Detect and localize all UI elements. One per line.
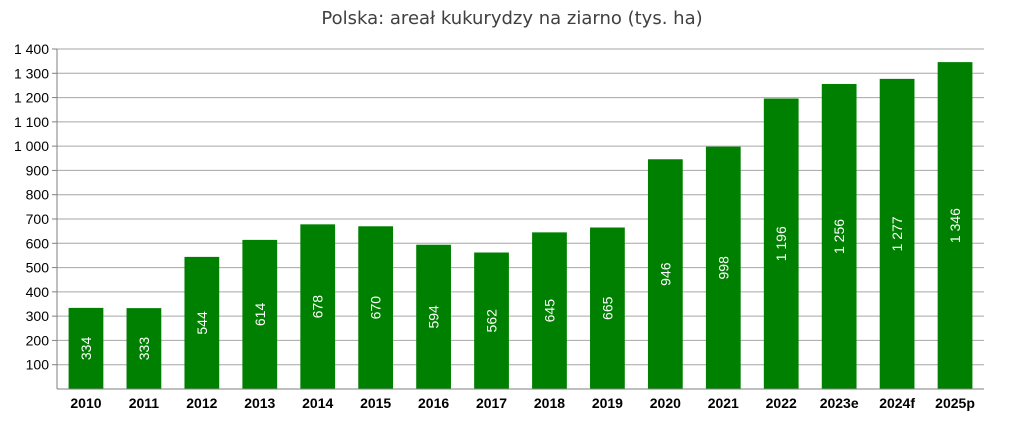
data-label: 594	[426, 305, 442, 329]
bar-2014	[300, 224, 336, 389]
bar-2011	[126, 308, 162, 389]
y-axis: 100 200 300 400 500 600 700 800 900 1 000 1 100 1 2…	[14, 41, 58, 389]
x-tick-label: 2020	[650, 395, 681, 411]
x-tick-label: 2025p	[935, 395, 975, 411]
x-tick-label: 2017	[476, 395, 507, 411]
data-labels: 334 333 544 614 678 670 594 562 645 665 946 998 1 19…	[78, 208, 963, 360]
data-label: 544	[194, 311, 210, 335]
bar-2025p	[937, 62, 973, 389]
y-tick-label: 900	[26, 162, 50, 178]
x-tick-label: 2012	[186, 395, 217, 411]
y-tick-label: 500	[26, 260, 50, 276]
y-tick-label: 1 200	[14, 90, 49, 106]
y-tick-label: 300	[26, 308, 50, 324]
bar-2022	[763, 98, 799, 390]
bar-2024f	[879, 78, 915, 389]
x-axis: 2010 2011 2012 2013 2014 2015 2016 2017 2018 2019…	[57, 388, 984, 411]
y-tick-label: 100	[26, 357, 50, 373]
data-label: 670	[368, 296, 384, 320]
x-tick-label: 2023e	[820, 395, 859, 411]
x-tick-label: 2016	[418, 395, 449, 411]
x-tick-label: 2015	[360, 395, 391, 411]
bar-2019	[590, 227, 625, 389]
data-label: 1 277	[889, 216, 905, 251]
data-label: 998	[715, 256, 731, 280]
x-tick-label: 2014	[302, 395, 333, 411]
y-tick-label: 700	[26, 211, 50, 227]
y-tick-label: 1 100	[14, 114, 49, 130]
x-tick-label: 2019	[592, 395, 623, 411]
bar-2016	[416, 244, 451, 389]
y-tick-label: 600	[26, 235, 50, 251]
bar-2017	[474, 252, 509, 389]
x-tick-label: 2022	[766, 395, 797, 411]
bar-2015	[358, 226, 394, 389]
data-label: 946	[657, 262, 673, 286]
data-label: 333	[136, 337, 152, 361]
data-label: 678	[310, 295, 326, 319]
data-label: 645	[541, 299, 557, 323]
y-tick-label: 200	[26, 332, 50, 348]
bar-2013	[242, 239, 278, 389]
x-tick-label: 2013	[244, 395, 275, 411]
data-label: 665	[599, 296, 615, 320]
bar-2012	[184, 256, 220, 389]
x-tick-label: 2011	[129, 395, 160, 411]
data-label: 614	[252, 303, 268, 327]
bar-2023e	[821, 83, 857, 389]
data-label: 334	[78, 337, 94, 361]
x-tick-label: 2024f	[879, 395, 915, 411]
data-label: 1 256	[831, 219, 847, 254]
chart-title: Polska: areał kukurydzy na ziarno (tys. …	[321, 8, 703, 29]
data-label: 1 346	[947, 208, 963, 243]
data-label: 1 196	[773, 226, 789, 261]
bar-2010	[68, 307, 104, 389]
bar-2020	[647, 159, 683, 389]
bar-2018	[532, 232, 567, 389]
y-tick-label: 1 400	[14, 41, 49, 57]
x-tick-label: 2018	[534, 395, 565, 411]
x-tick-label: 2010	[70, 395, 101, 411]
data-label: 562	[484, 309, 500, 333]
bars	[68, 62, 973, 390]
bar-2021	[705, 146, 741, 389]
y-tick-label: 800	[26, 187, 50, 203]
y-tick-label: 1 300	[14, 65, 49, 81]
y-tick-label: 400	[26, 284, 50, 300]
x-tick-label: 2021	[708, 395, 739, 411]
y-tick-label: 1 000	[14, 138, 49, 154]
